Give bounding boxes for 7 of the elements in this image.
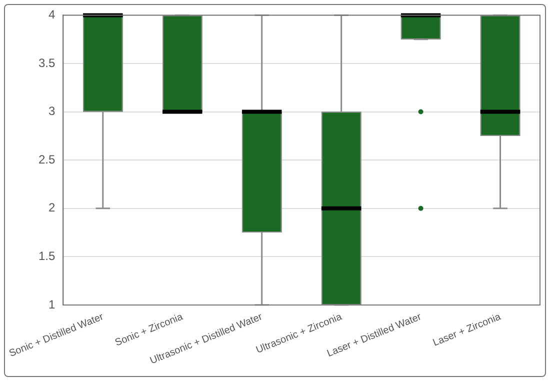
y-tick-label: 1.5 xyxy=(38,248,56,263)
y-tick-label: 2.5 xyxy=(38,152,56,166)
y-tick-label: 3.5 xyxy=(38,56,56,70)
y-tick-label: 1 xyxy=(48,297,56,312)
y-tick-label: 2 xyxy=(48,200,56,215)
y-tick-label: 3 xyxy=(48,104,56,118)
y-tick-label: 4 xyxy=(48,8,56,22)
